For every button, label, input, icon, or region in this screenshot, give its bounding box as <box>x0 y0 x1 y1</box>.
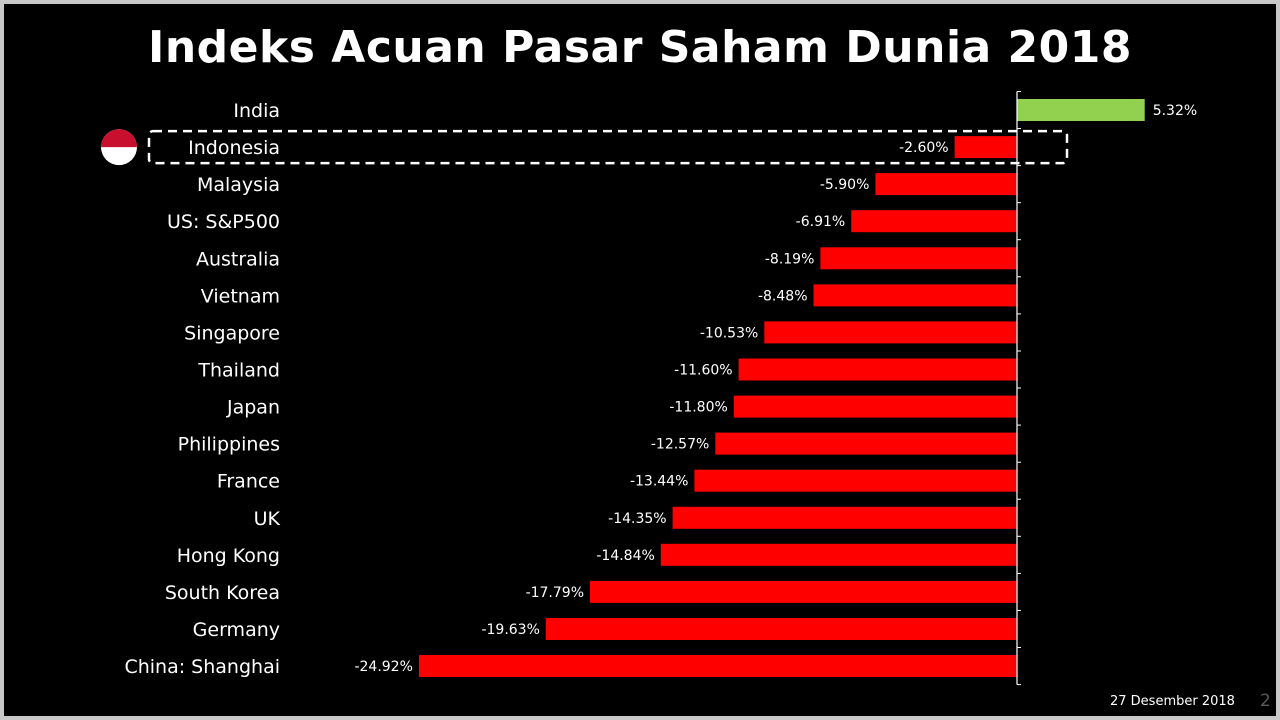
bar-thailand <box>738 358 1017 381</box>
bars-layer <box>418 99 1145 677</box>
category-label-south-korea: South Korea <box>165 582 280 604</box>
value-label-germany: -19.63% <box>481 622 539 638</box>
value-label-japan: -11.80% <box>669 400 727 416</box>
bar-chart: India 5.32% Indonesia -2.60% Malaysia -5.90% U… <box>101 91 1197 686</box>
value-label-singapore: -10.53% <box>700 325 758 341</box>
category-label-indonesia: Indonesia <box>188 137 280 159</box>
value-label-hong-kong: -14.84% <box>596 548 654 564</box>
category-label-vietnam: Vietnam <box>201 285 280 307</box>
bar-india <box>1017 99 1145 121</box>
category-label-uk: UK <box>254 508 281 530</box>
category-label-philippines: Philippines <box>178 434 280 456</box>
category-label-australia: Australia <box>196 248 280 270</box>
value-label-india: 5.32% <box>1153 103 1197 119</box>
bar-china-shanghai <box>418 655 1017 677</box>
bar-australia <box>820 247 1017 270</box>
category-label-us-s-p500: US: S&P500 <box>167 211 280 233</box>
bar-hong-kong <box>660 543 1017 566</box>
bar-philippines <box>715 432 1017 455</box>
value-label-malaysia: -5.90% <box>820 177 870 193</box>
value-label-france: -13.44% <box>630 474 688 490</box>
category-label-india: India <box>233 100 280 122</box>
flag-red-half <box>101 129 137 148</box>
category-label-malaysia: Malaysia <box>197 174 280 196</box>
value-label-australia: -8.19% <box>765 251 815 267</box>
zero-axis <box>1016 91 1021 686</box>
bar-japan <box>733 395 1017 418</box>
value-label-us-s-p500: -6.91% <box>796 214 846 230</box>
category-label-thailand: Thailand <box>197 360 280 382</box>
category-label-china-shanghai: China: Shanghai <box>124 656 280 678</box>
bar-malaysia <box>875 173 1017 196</box>
value-label-philippines: -12.57% <box>651 437 709 453</box>
bar-us-s-p500 <box>851 210 1017 233</box>
category-label-japan: Japan <box>226 397 280 419</box>
labels-layer: India 5.32% Indonesia -2.60% Malaysia -5.90% U… <box>124 100 1197 678</box>
value-label-indonesia: -2.60% <box>899 140 949 156</box>
bar-indonesia <box>954 136 1017 159</box>
value-label-china-shanghai: -24.92% <box>354 659 412 675</box>
indonesia-flag-icon <box>101 129 137 166</box>
highlight-layer <box>101 129 1069 166</box>
bar-singapore <box>764 321 1017 344</box>
category-label-hong-kong: Hong Kong <box>177 545 280 567</box>
category-label-france: France <box>217 471 280 493</box>
bar-france <box>694 469 1017 492</box>
slide-background: Indeks Acuan Pasar Saham Dunia 2018 Indi… <box>4 4 1276 716</box>
bar-south-korea <box>590 580 1017 603</box>
date-label: 27 Desember 2018 <box>1110 694 1235 709</box>
chart-title: Indeks Acuan Pasar Saham Dunia 2018 <box>147 22 1133 73</box>
highlight-box <box>147 129 1069 165</box>
category-label-germany: Germany <box>193 619 280 641</box>
category-label-singapore: Singapore <box>184 322 280 344</box>
bar-germany <box>545 618 1017 640</box>
page-number: 2 <box>1260 691 1271 711</box>
bar-uk <box>672 506 1017 529</box>
value-label-thailand: -11.60% <box>674 363 732 379</box>
bar-vietnam <box>813 284 1017 307</box>
value-label-vietnam: -8.48% <box>758 288 808 304</box>
value-label-south-korea: -17.79% <box>526 585 584 601</box>
value-label-uk: -14.35% <box>608 511 666 527</box>
